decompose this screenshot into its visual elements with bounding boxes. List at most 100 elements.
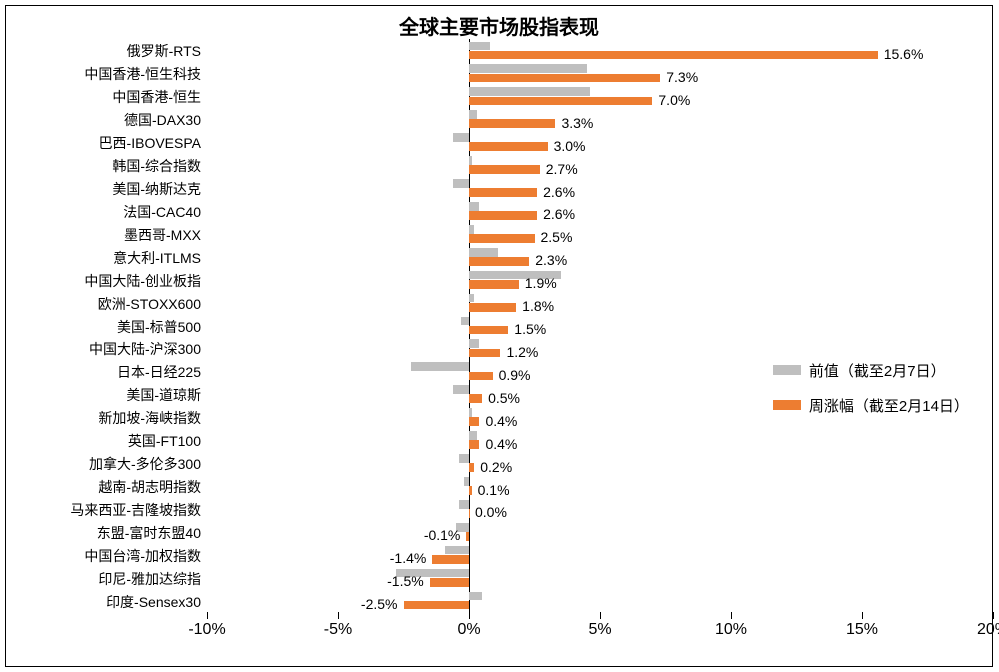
x-tick-label: 20% [977, 621, 999, 639]
bar-curr [469, 74, 660, 83]
bar-curr [469, 165, 540, 174]
data-label: 7.3% [666, 69, 698, 85]
bar-curr [469, 142, 548, 151]
category-label: 美国-标普500 [117, 317, 201, 337]
bar-prev [411, 362, 469, 371]
bar-prev [469, 248, 498, 257]
bar-curr [469, 440, 479, 449]
bar-prev [464, 477, 469, 486]
category-label: 越南-胡志明指数 [98, 477, 201, 497]
x-tick-label: 0% [457, 621, 480, 639]
category-label: 法国-CAC40 [123, 202, 201, 222]
category-label: 韩国-综合指数 [112, 156, 201, 176]
x-tick [862, 612, 863, 619]
bar-curr [469, 417, 479, 426]
data-label: 0.5% [488, 390, 520, 406]
category-label: 东盟-富时东盟40 [97, 523, 201, 543]
bar-prev [469, 87, 590, 96]
bar-prev [469, 592, 482, 601]
data-label: -0.1% [424, 527, 461, 543]
category-label: 德国-DAX30 [124, 110, 201, 130]
data-label: 0.0% [475, 504, 507, 520]
x-tick [469, 612, 470, 619]
bar-curr [469, 188, 537, 197]
x-tick [731, 612, 732, 619]
bar-curr [469, 486, 472, 495]
data-label: 0.9% [499, 367, 531, 383]
bar-prev [453, 133, 469, 142]
category-label: 美国-纳斯达克 [112, 179, 201, 199]
bar-curr [469, 303, 516, 312]
category-label: 中国香港-恒生科技 [84, 64, 201, 84]
bar-prev [453, 179, 469, 188]
legend-item: 前值（截至2月7日） [773, 360, 969, 381]
bar-prev [469, 431, 477, 440]
bar-prev [469, 42, 490, 51]
bar-curr [469, 119, 555, 128]
data-label: 2.3% [535, 252, 567, 268]
legend-item: 周涨幅（截至2月14日） [773, 395, 969, 416]
category-label: 意大利-ITLMS [113, 248, 201, 268]
data-label: 2.6% [543, 206, 575, 222]
bar-curr [469, 394, 482, 403]
bar-prev [459, 500, 469, 509]
bar-curr [469, 234, 535, 243]
category-label: 加拿大-多伦多300 [89, 454, 201, 474]
bar-curr [469, 326, 508, 335]
bar-curr [469, 257, 529, 266]
category-label: 中国香港-恒生 [112, 87, 201, 107]
legend-swatch [773, 365, 801, 375]
bar-prev [469, 202, 479, 211]
data-label: -1.5% [387, 573, 424, 589]
data-label: 0.2% [480, 459, 512, 475]
data-label: -2.5% [361, 596, 398, 612]
legend-text: 周涨幅（截至2月14日） [809, 395, 969, 416]
category-label: 墨西哥-MXX [124, 225, 201, 245]
x-tick-label: -5% [324, 621, 352, 639]
bar-curr [466, 532, 469, 541]
data-label: 3.0% [554, 138, 586, 154]
bar-prev [469, 64, 587, 73]
chart-title: 全球主要市场股指表现 [5, 11, 993, 40]
bar-prev [469, 339, 479, 348]
bar-prev [469, 156, 472, 165]
bar-curr [469, 509, 470, 518]
legend-text: 前值（截至2月7日） [809, 360, 946, 381]
category-label: 巴西-IBOVESPA [99, 133, 201, 153]
bar-prev [459, 454, 469, 463]
category-label: 中国台湾-加权指数 [84, 546, 201, 566]
category-label: 美国-道琼斯 [126, 385, 201, 405]
category-label: 中国大陆-创业板指 [84, 271, 201, 291]
data-label: -1.4% [390, 550, 427, 566]
x-tick-label: -10% [188, 621, 225, 639]
bar-prev [469, 225, 474, 234]
data-label: 0.1% [478, 482, 510, 498]
data-label: 1.2% [506, 344, 538, 360]
data-label: 15.6% [884, 46, 924, 62]
category-label: 新加坡-海峡指数 [98, 408, 201, 428]
category-label: 印度-Sensex30 [106, 592, 201, 612]
data-label: 3.3% [561, 115, 593, 131]
category-label: 俄罗斯-RTS [127, 41, 201, 61]
bar-curr [404, 601, 470, 610]
category-label: 中国大陆-沪深300 [89, 339, 201, 359]
bar-curr [469, 280, 519, 289]
bar-curr [432, 555, 469, 564]
bar-curr [430, 578, 469, 587]
data-label: 1.5% [514, 321, 546, 337]
x-tick-label: 5% [588, 621, 611, 639]
bar-curr [469, 211, 537, 220]
data-label: 1.9% [525, 275, 557, 291]
category-label: 英国-FT100 [128, 431, 201, 451]
legend-swatch [773, 400, 801, 410]
bar-prev [469, 294, 474, 303]
x-tick [338, 612, 339, 619]
x-tick [600, 612, 601, 619]
data-label: 0.4% [485, 436, 517, 452]
data-label: 0.4% [485, 413, 517, 429]
x-tick-label: 15% [846, 621, 878, 639]
data-label: 2.7% [546, 161, 578, 177]
bar-prev [453, 385, 469, 394]
category-label: 马来西亚-吉隆坡指数 [70, 500, 201, 520]
bar-prev [469, 110, 477, 119]
